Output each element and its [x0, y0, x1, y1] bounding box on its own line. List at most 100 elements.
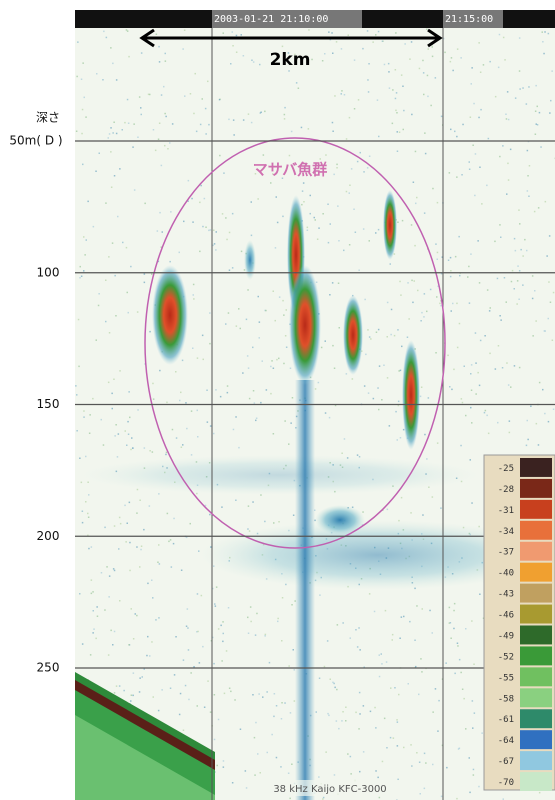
- speckle: [264, 635, 266, 637]
- speckle: [392, 89, 394, 91]
- speckle: [93, 226, 95, 228]
- speckle: [424, 212, 426, 214]
- speckle: [250, 606, 252, 608]
- speckle: [440, 305, 442, 307]
- speckle: [180, 693, 182, 695]
- speckle: [452, 303, 454, 305]
- speckle: [471, 83, 473, 85]
- speckle: [151, 641, 153, 643]
- speckle: [247, 355, 249, 357]
- speckle: [135, 613, 137, 615]
- speckle: [315, 388, 317, 390]
- speckle: [449, 172, 451, 174]
- speckle: [409, 621, 411, 623]
- speckle: [259, 321, 261, 323]
- speckle: [462, 689, 464, 691]
- speckle: [336, 689, 338, 691]
- speckle: [506, 193, 508, 195]
- scale-label: -55: [498, 673, 514, 683]
- speckle: [336, 720, 338, 722]
- speckle: [284, 107, 286, 109]
- speckle: [349, 244, 351, 246]
- speckle: [489, 310, 491, 312]
- speckle: [273, 368, 275, 370]
- speckle: [142, 676, 144, 678]
- speckle: [510, 149, 512, 151]
- speckle: [536, 123, 538, 125]
- speckle: [410, 512, 412, 514]
- speckle: [459, 323, 461, 325]
- speckle: [497, 278, 499, 280]
- speckle: [535, 320, 537, 322]
- speckle: [122, 129, 124, 131]
- speckle: [76, 131, 78, 133]
- speckle: [139, 500, 141, 502]
- speckle: [161, 165, 163, 167]
- speckle: [553, 409, 555, 411]
- speckle: [456, 798, 458, 800]
- speckle: [198, 550, 200, 552]
- speckle: [229, 232, 231, 234]
- speckle: [76, 394, 78, 396]
- speckle: [227, 392, 229, 394]
- speckle: [548, 421, 550, 423]
- speckle: [226, 650, 228, 652]
- speckle: [197, 705, 199, 707]
- speckle: [527, 420, 529, 422]
- speckle: [111, 187, 113, 189]
- speckle: [149, 450, 151, 452]
- echo: [383, 190, 397, 260]
- speckle: [284, 420, 286, 422]
- speckle: [205, 133, 207, 135]
- speckle: [397, 745, 399, 747]
- speckle: [386, 747, 388, 749]
- speckle: [215, 249, 217, 251]
- speckle: [81, 133, 83, 135]
- speckle: [484, 335, 486, 337]
- speckle: [204, 707, 206, 709]
- scale-swatch: [520, 730, 552, 749]
- speckle: [453, 369, 455, 371]
- speckle: [527, 175, 529, 177]
- speckle: [185, 402, 187, 404]
- speckle: [289, 155, 291, 157]
- speckle: [363, 228, 365, 230]
- speckle: [288, 773, 290, 775]
- speckle: [498, 67, 500, 69]
- speckle: [258, 693, 260, 695]
- speckle: [103, 444, 105, 446]
- speckle: [348, 35, 350, 37]
- speckle: [330, 679, 332, 681]
- speckle: [155, 150, 157, 152]
- speckle: [536, 423, 538, 425]
- speckle: [387, 377, 389, 379]
- speckle: [251, 235, 253, 237]
- speckle: [378, 409, 380, 411]
- speckle: [236, 325, 238, 327]
- speckle: [259, 337, 261, 339]
- speckle: [408, 318, 410, 320]
- speckle: [101, 572, 103, 574]
- speckle: [131, 695, 133, 697]
- speckle: [506, 118, 508, 120]
- speckle: [110, 127, 112, 129]
- speckle: [109, 133, 111, 135]
- speckle: [415, 203, 417, 205]
- speckle: [133, 123, 135, 125]
- speckle: [208, 230, 210, 232]
- speckle: [159, 61, 161, 63]
- speckle: [486, 415, 488, 417]
- speckle: [93, 628, 95, 630]
- speckle: [519, 270, 521, 272]
- speckle: [132, 447, 134, 449]
- speckle: [294, 700, 296, 702]
- speckle: [546, 255, 548, 256]
- speckle: [388, 63, 390, 65]
- speckle: [79, 277, 81, 279]
- speckle: [192, 348, 194, 350]
- speckle: [223, 760, 225, 762]
- speckle: [377, 777, 379, 779]
- speckle: [85, 116, 87, 118]
- speckle: [374, 611, 376, 613]
- speckle: [180, 392, 182, 394]
